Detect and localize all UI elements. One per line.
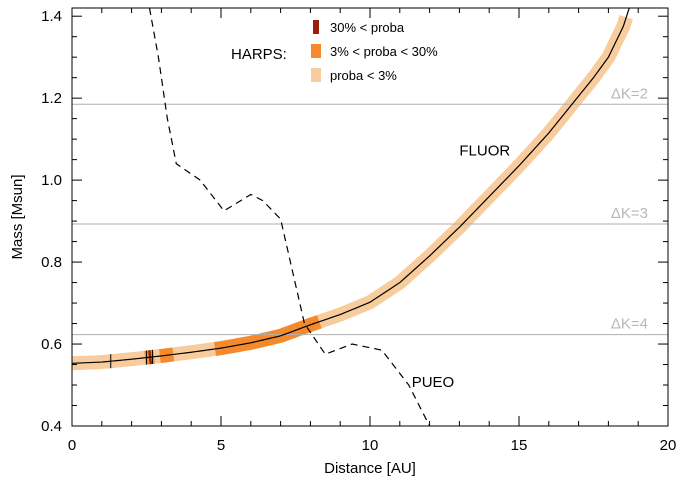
x-tick-label-1: 5 [217,437,225,454]
y-tick-label-4: 1.2 [41,90,62,107]
x-axis-title: Distance [AU] [324,460,416,477]
legend-swatch-high [313,20,319,34]
reference-label-0: ΔK=2 [611,85,648,102]
reference-label-2: ΔK=4 [611,316,648,333]
x-tick-label-3: 15 [511,437,528,454]
pueo-line [148,8,431,426]
legend-swatch-mid [311,44,321,58]
y-tick-label-0: 0.4 [41,418,62,435]
legend-entry-high: 30% < proba [330,20,405,35]
legend: HARPS: 30% < proba 3% < proba < 30% prob… [231,20,438,83]
reference-lines: ΔK=2 ΔK=3 ΔK=4 [72,85,668,336]
y-axis-title: Mass [Msun] [9,174,26,259]
pueo-label: PUEO [412,374,455,391]
band-mid-2 [214,315,322,356]
y-tick-label-5: 1.4 [41,8,62,25]
fluor-line [72,8,630,364]
x-tick-label-4: 20 [660,437,677,454]
fluor-label: FLUOR [459,143,510,160]
axis-ticks [71,8,669,427]
x-tick-label-2: 10 [362,437,379,454]
y-tick-label-2: 0.8 [41,254,62,271]
y-tick-label-3: 1.0 [41,172,62,189]
y-tick-label-1: 0.6 [41,336,62,353]
x-tick-label-0: 0 [68,437,76,454]
curve-markers [110,349,153,369]
reference-label-1: ΔK=3 [611,205,648,222]
legend-entry-low: proba < 3% [330,68,397,83]
tick-labels: 0 5 10 15 20 0.4 0.6 0.8 1.0 1.2 1.4 [41,8,676,454]
legend-entry-mid: 3% < proba < 30% [330,44,438,59]
series-lines [72,8,630,426]
legend-title: HARPS: [231,46,287,63]
legend-swatch-low [311,68,321,82]
